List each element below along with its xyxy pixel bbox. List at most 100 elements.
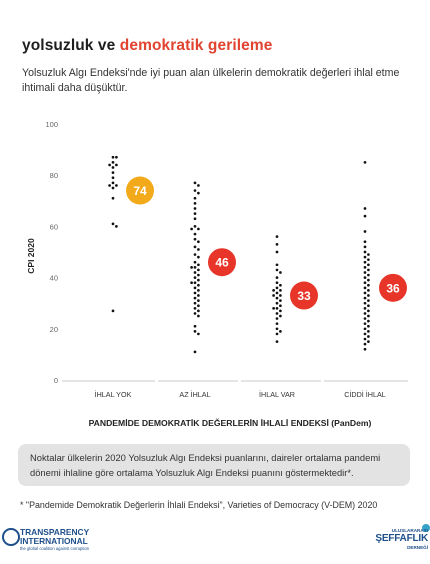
data-point bbox=[108, 184, 111, 187]
page-subtitle: Yolsuzluk Algı Endeksi'nde iyi puan alan… bbox=[22, 67, 400, 94]
sd-logo-line2: ŞEFFAFLIK bbox=[375, 533, 428, 544]
data-point bbox=[367, 263, 370, 267]
data-point bbox=[193, 225, 197, 228]
data-point bbox=[272, 306, 275, 310]
data-point bbox=[193, 350, 197, 354]
data-point bbox=[363, 240, 367, 244]
data-point bbox=[197, 283, 200, 287]
ti-logo-icon bbox=[2, 528, 20, 546]
title-part-2: demokratik gerileme bbox=[119, 37, 273, 54]
y-tick-label: 80 bbox=[50, 171, 58, 180]
data-point bbox=[363, 286, 367, 290]
data-point bbox=[193, 271, 197, 274]
data-point bbox=[111, 166, 115, 169]
data-point bbox=[111, 176, 115, 180]
average-circle bbox=[379, 273, 407, 302]
x-axis-label: PANDEMİDE DEMOKRATİK DEĞERLERİN İHLALİ E… bbox=[89, 417, 372, 428]
y-tick-label: 0 bbox=[54, 376, 58, 385]
sd-logo-line1: ULUSLARARASI bbox=[391, 528, 428, 533]
data-point bbox=[279, 299, 282, 302]
data-point bbox=[275, 276, 279, 279]
data-point bbox=[275, 268, 279, 272]
data-point bbox=[279, 309, 282, 313]
data-point bbox=[197, 227, 200, 231]
data-point bbox=[363, 271, 367, 274]
data-point bbox=[193, 212, 197, 215]
data-point bbox=[193, 306, 197, 310]
data-point bbox=[363, 301, 367, 305]
data-point bbox=[197, 240, 200, 244]
data-point bbox=[193, 260, 197, 264]
note-text: Noktalar ülkelerin 2020 Yolsuzluk Algı E… bbox=[30, 452, 381, 478]
data-point bbox=[197, 294, 200, 297]
data-point bbox=[275, 322, 279, 326]
sd-logo-line3: DERNEĞİ bbox=[407, 545, 428, 550]
data-point bbox=[363, 255, 367, 259]
average-circle bbox=[126, 176, 154, 205]
data-point bbox=[275, 301, 279, 305]
data-point bbox=[367, 299, 370, 302]
data-point bbox=[197, 184, 200, 187]
ti-logo-tagline: the global coalition against corruption bbox=[20, 546, 90, 551]
data-point bbox=[367, 283, 370, 287]
data-point bbox=[363, 250, 367, 254]
data-point bbox=[279, 283, 282, 287]
data-point bbox=[197, 248, 200, 251]
x-tick-label: İHLAL YOK bbox=[95, 390, 132, 399]
data-point bbox=[367, 314, 370, 318]
data-point bbox=[367, 258, 370, 262]
note-box: Noktalar ülkelerin 2020 Yolsuzluk Algı E… bbox=[18, 444, 410, 486]
data-point bbox=[363, 207, 367, 210]
data-point bbox=[367, 330, 370, 333]
data-point bbox=[193, 286, 197, 290]
data-point bbox=[363, 245, 367, 249]
data-point bbox=[193, 245, 197, 249]
data-point bbox=[367, 278, 370, 282]
data-point bbox=[193, 301, 197, 305]
data-point bbox=[363, 230, 367, 233]
data-point bbox=[111, 181, 115, 185]
data-point bbox=[275, 286, 279, 290]
seffaflik-dernegi-logo: ULUSLARARASI ŞEFFAFLIK DERNEĞİ bbox=[362, 524, 430, 554]
data-point bbox=[193, 202, 197, 205]
data-point bbox=[193, 291, 197, 295]
data-point bbox=[115, 155, 118, 159]
data-point bbox=[279, 314, 282, 318]
data-point bbox=[275, 281, 279, 285]
data-point bbox=[279, 294, 282, 297]
data-point bbox=[115, 163, 118, 167]
data-point bbox=[275, 312, 279, 315]
data-point bbox=[111, 309, 115, 313]
x-tick-label: CİDDİ İHLAL bbox=[344, 390, 386, 399]
data-point bbox=[193, 324, 197, 328]
data-point bbox=[363, 281, 367, 285]
data-point bbox=[367, 319, 370, 323]
y-tick-label: 60 bbox=[50, 222, 58, 231]
data-point bbox=[363, 327, 367, 331]
ti-logo-line1: TRANSPARENCY bbox=[20, 527, 90, 537]
data-point bbox=[367, 340, 370, 343]
y-tick-label: 100 bbox=[45, 120, 58, 129]
data-point bbox=[111, 222, 115, 226]
data-point bbox=[275, 306, 279, 310]
data-point bbox=[197, 263, 200, 267]
average-label: 36 bbox=[386, 281, 400, 295]
data-point bbox=[367, 289, 370, 292]
data-point bbox=[275, 327, 279, 331]
average-circle bbox=[208, 248, 236, 277]
data-point bbox=[279, 330, 282, 333]
data-point bbox=[363, 306, 367, 310]
data-point bbox=[363, 276, 367, 279]
data-point bbox=[115, 225, 118, 228]
data-point bbox=[193, 181, 197, 185]
seffaflik-logo-icon bbox=[422, 524, 430, 532]
page-title: yolsuzluk ve demokratik gerileme bbox=[22, 37, 272, 55]
average-label: 46 bbox=[215, 256, 229, 270]
data-point bbox=[197, 191, 200, 195]
data-point bbox=[363, 260, 367, 264]
transparency-international-logo: TRANSPARENCY INTERNATIONAL the global co… bbox=[2, 526, 132, 552]
x-tick-label: İHLAL VAR bbox=[259, 390, 295, 399]
data-point bbox=[363, 322, 367, 326]
average-circle bbox=[290, 281, 318, 310]
data-point bbox=[197, 278, 200, 282]
